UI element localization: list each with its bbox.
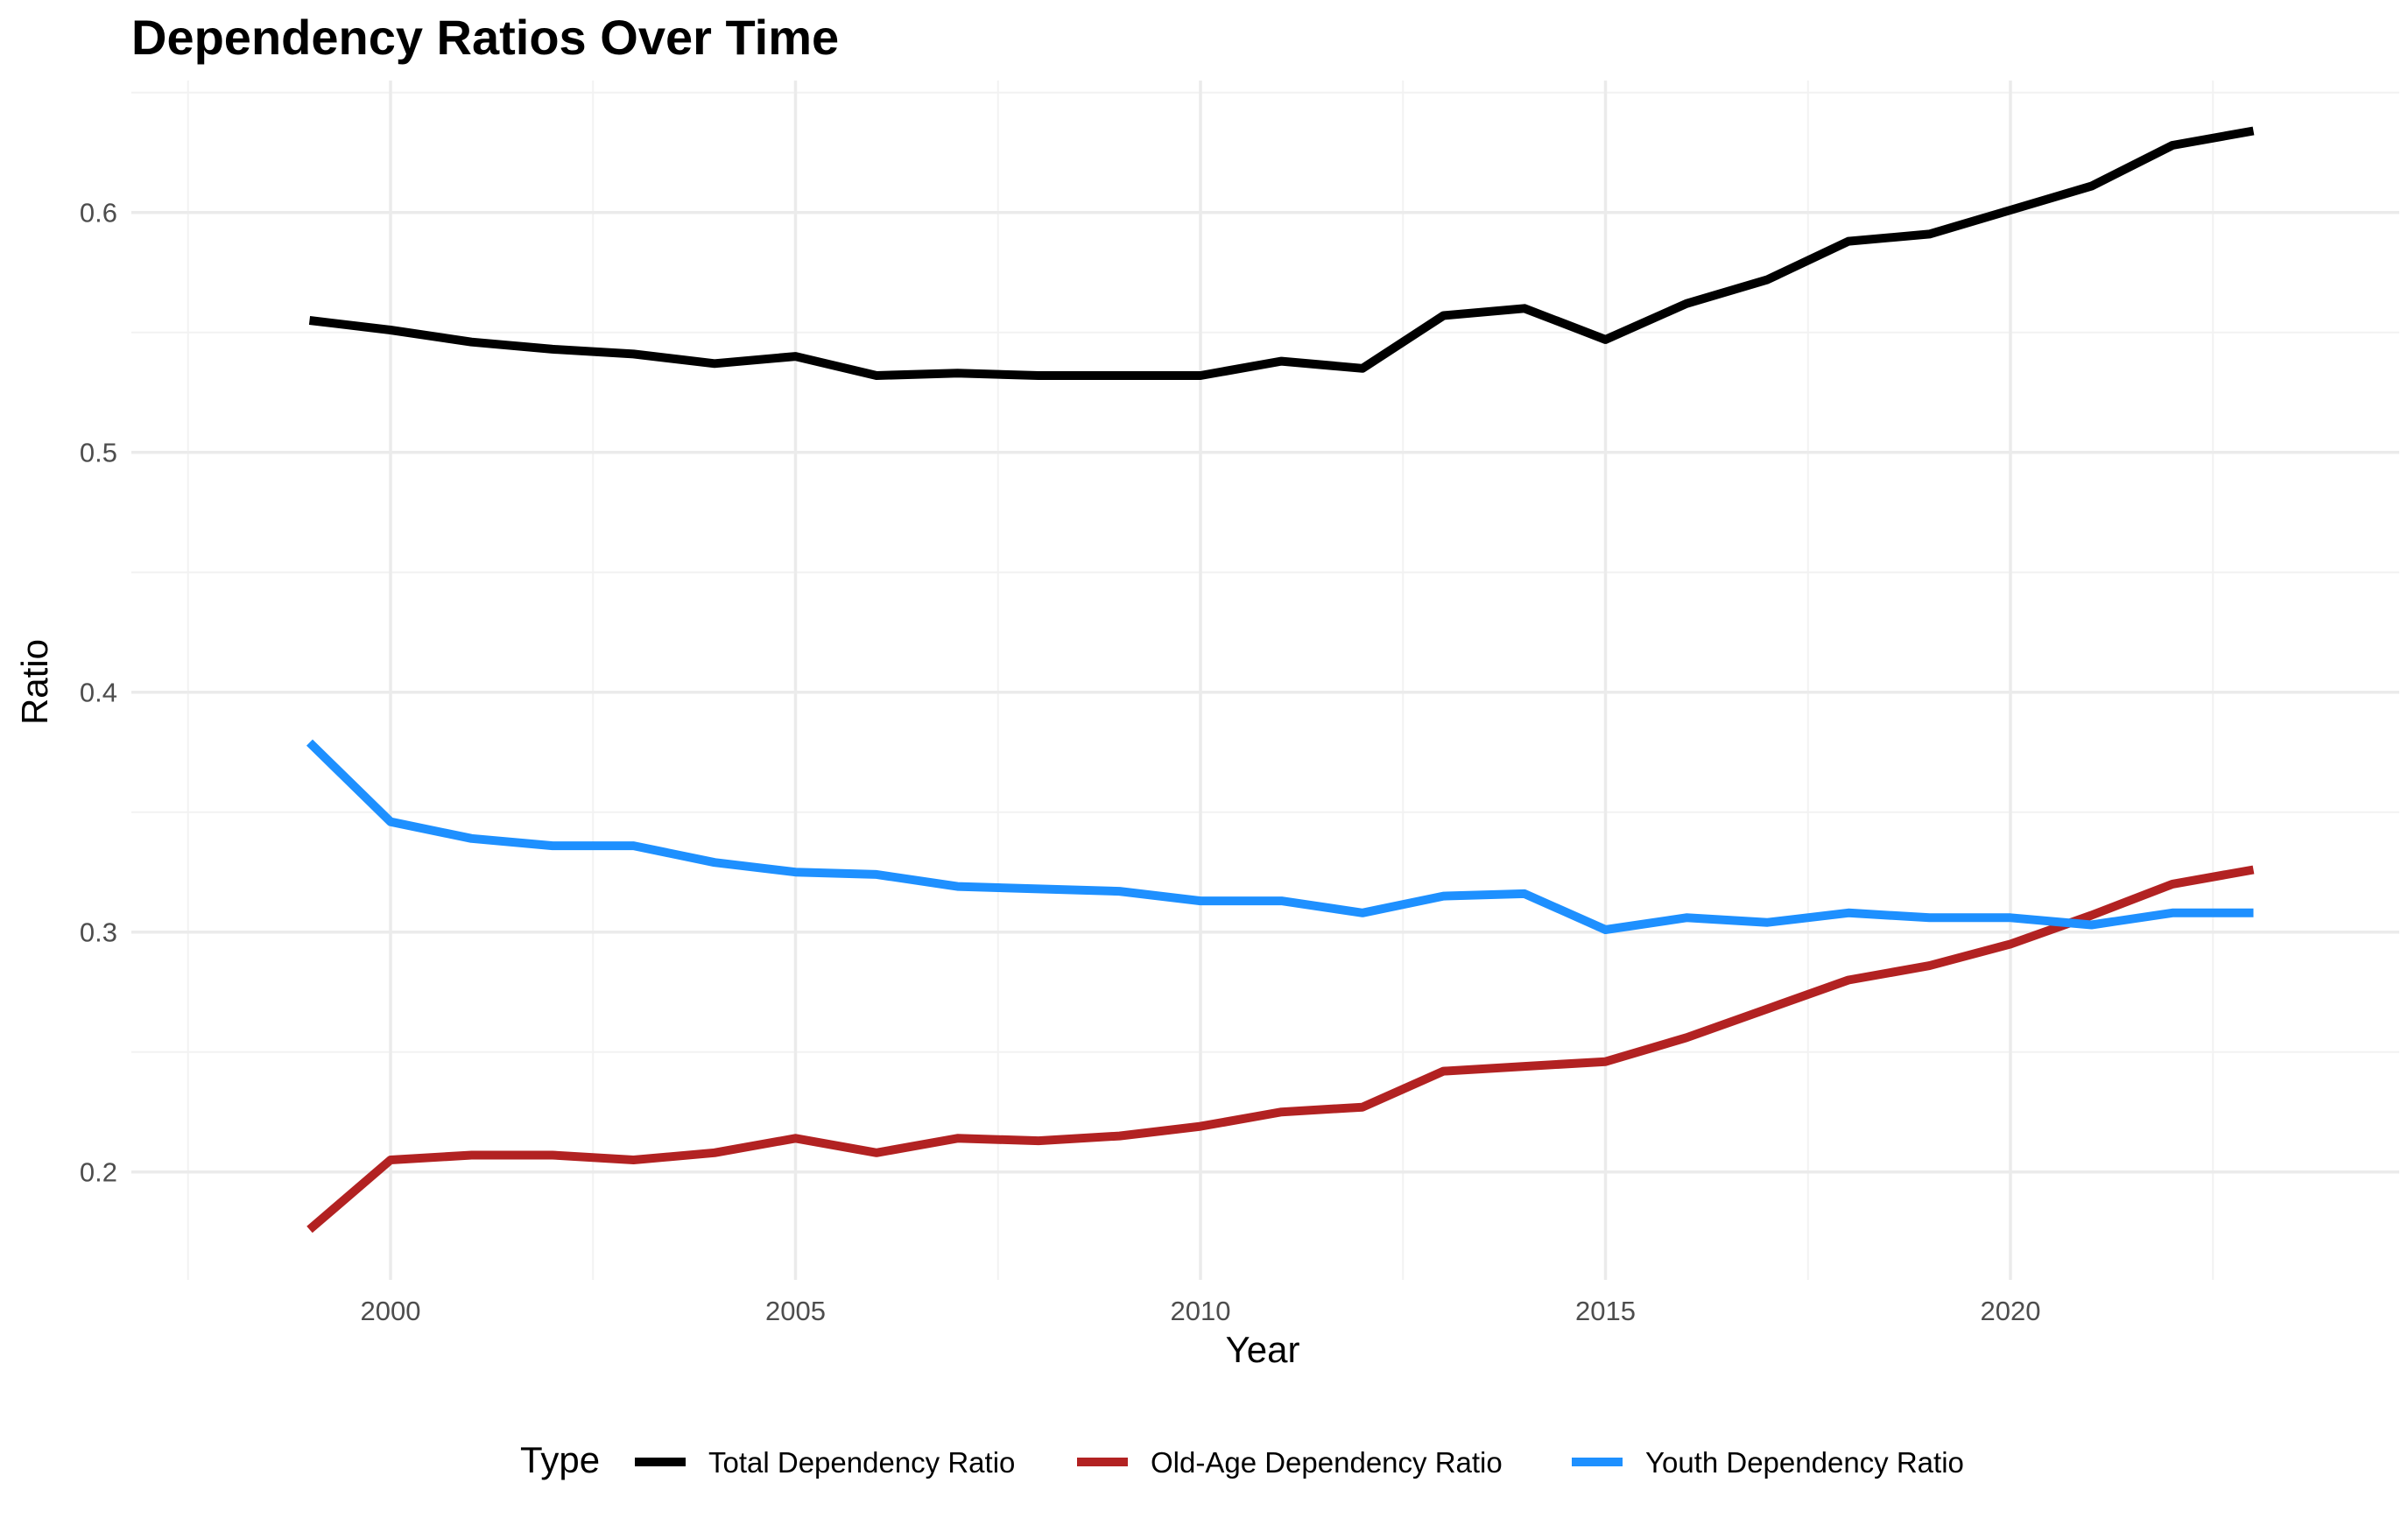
minor-gridlines bbox=[131, 81, 2399, 1280]
total-dependency-ratio-line bbox=[308, 126, 2255, 380]
old-age-dependency-ratio-legend-label: Old-Age Dependency Ratio bbox=[1151, 1446, 1503, 1479]
old-age-dependency-ratio-line bbox=[306, 865, 2255, 1233]
series-lines bbox=[306, 126, 2255, 1233]
legend: Type Total Dependency Ratio Old-Age Depen… bbox=[520, 1439, 1964, 1480]
x-tick-label: 2000 bbox=[361, 1296, 421, 1326]
y-tick-label: 0.3 bbox=[80, 917, 117, 948]
legend-items: Total Dependency Ratio Old-Age Dependency… bbox=[635, 1446, 1964, 1479]
y-tick-label: 0.6 bbox=[80, 198, 117, 228]
major-gridlines bbox=[131, 81, 2399, 1280]
plot-panel bbox=[131, 81, 2399, 1280]
y-tick-label: 0.5 bbox=[80, 438, 117, 468]
x-tick-label: 2005 bbox=[765, 1296, 826, 1326]
x-tick-label: 2020 bbox=[1981, 1296, 2041, 1326]
y-tick-label: 0.4 bbox=[80, 678, 117, 708]
y-axis-title: Ratio bbox=[14, 639, 55, 725]
x-tick-label: 2015 bbox=[1575, 1296, 1636, 1326]
x-axis-title: Year bbox=[1226, 1329, 1300, 1370]
legend-title: Type bbox=[520, 1439, 600, 1480]
x-tick-label: 2010 bbox=[1171, 1296, 1231, 1326]
total-dependency-ratio-legend-label: Total Dependency Ratio bbox=[708, 1446, 1015, 1479]
youth-dependency-ratio-legend-label: Youth Dependency Ratio bbox=[1645, 1446, 1964, 1479]
y-tick-label: 0.2 bbox=[80, 1157, 117, 1188]
youth-dependency-ratio-line bbox=[306, 739, 2254, 934]
chart-title: Dependency Ratios Over Time bbox=[131, 10, 839, 65]
y-axis-tick-labels: 0.2 0.3 0.4 0.5 0.6 bbox=[80, 198, 117, 1188]
x-axis-tick-labels: 2000 2005 2010 2015 2020 bbox=[361, 1296, 2041, 1326]
